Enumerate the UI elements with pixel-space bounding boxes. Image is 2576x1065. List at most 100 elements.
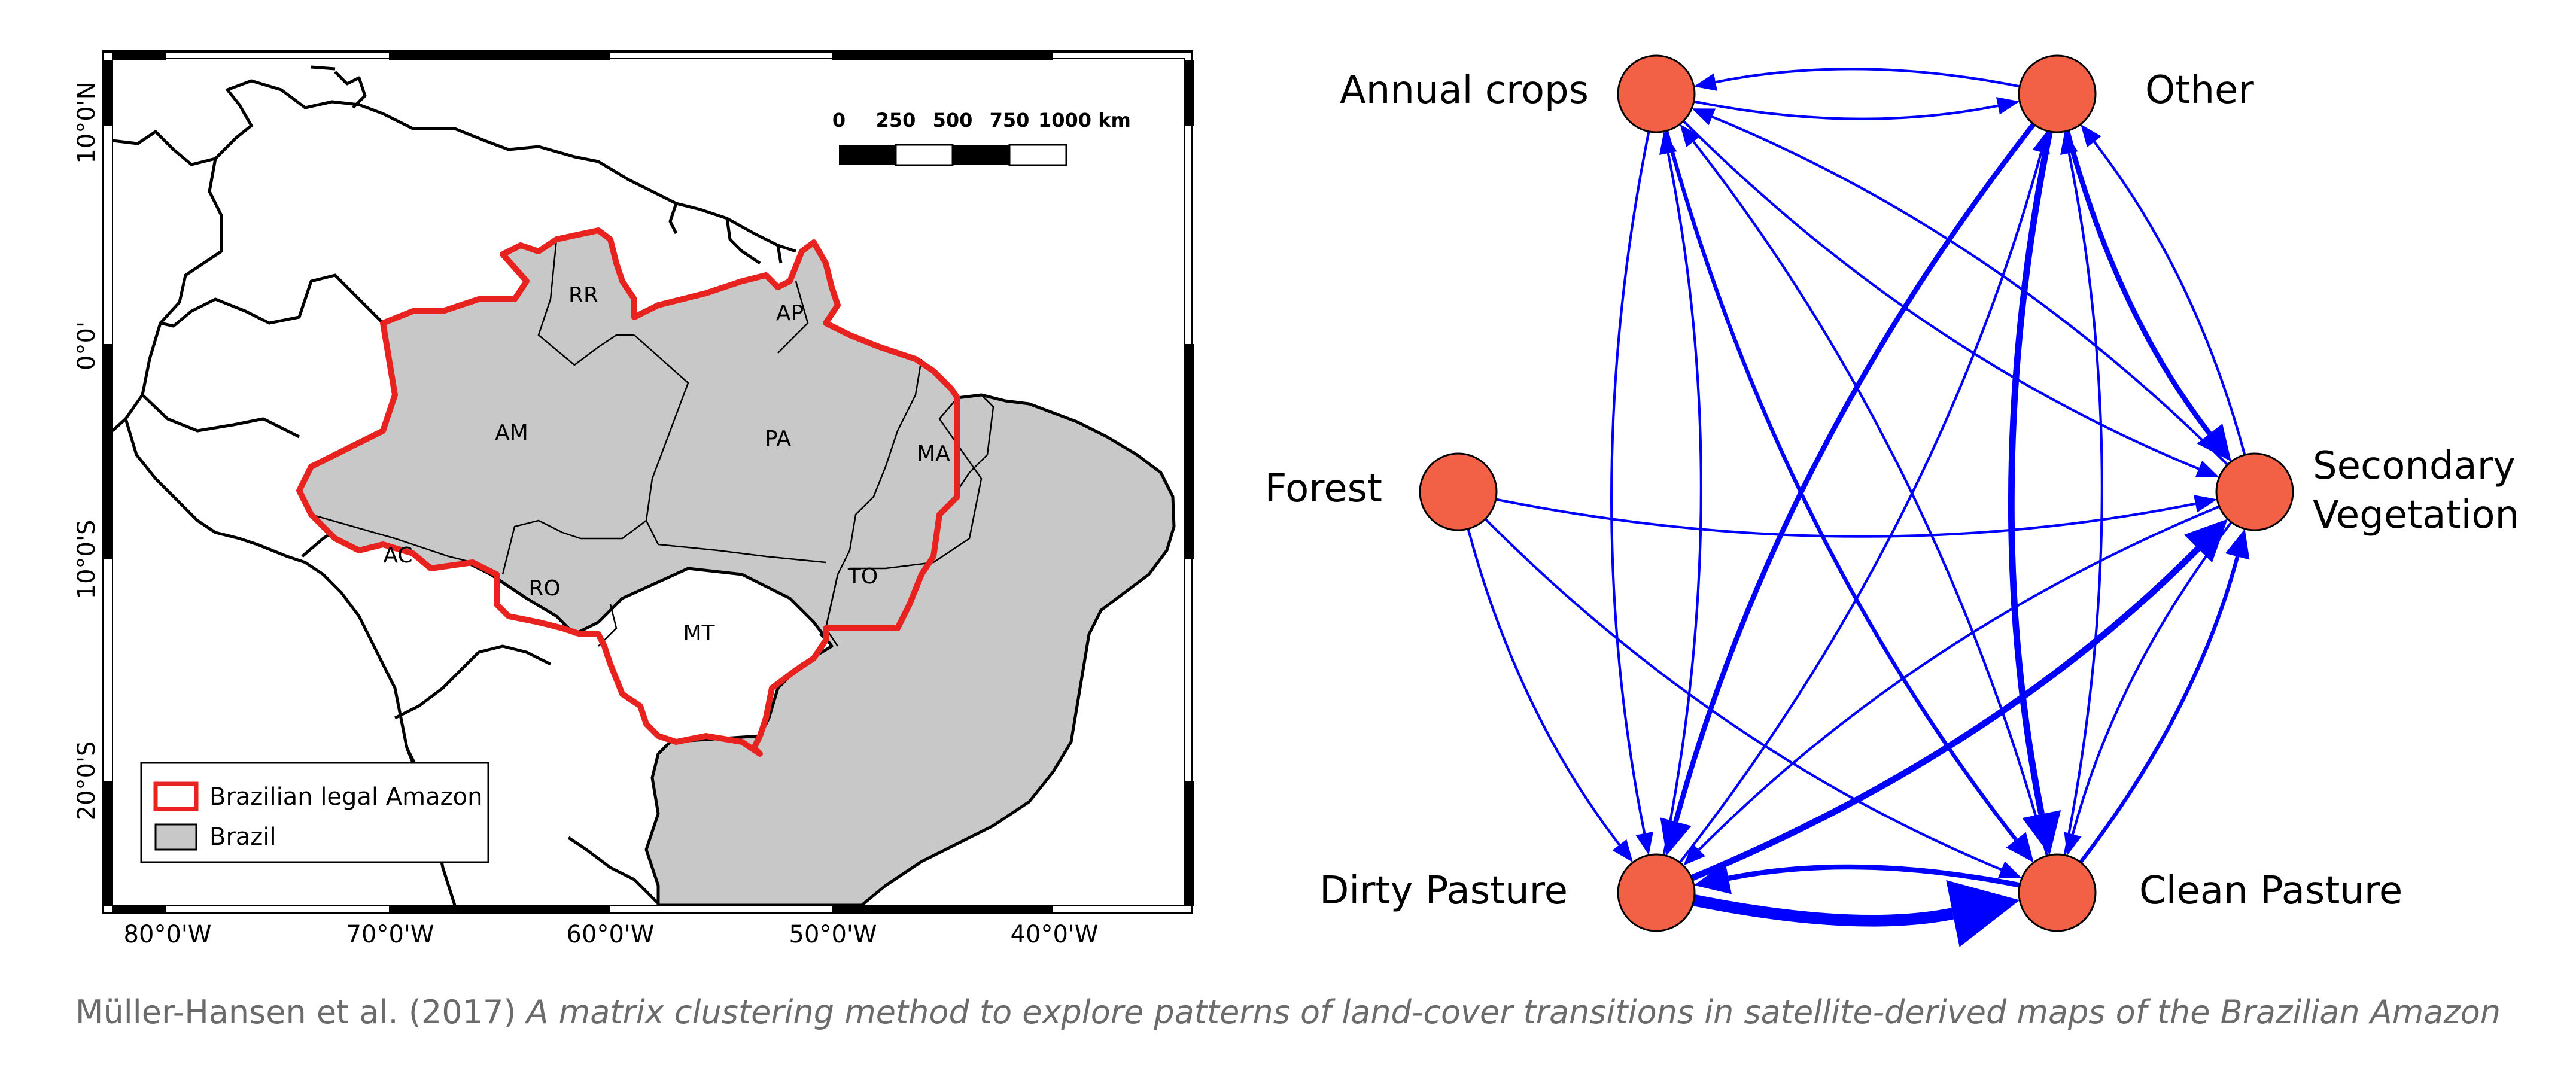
lon-label-60w: 60°0'W bbox=[567, 921, 655, 948]
state-labels: RR AP AM PA MA AC RO TO MT bbox=[383, 283, 950, 646]
state-label-rr: RR bbox=[568, 283, 598, 308]
node-label-clean: Clean Pasture bbox=[2139, 869, 2402, 913]
edge-annual-to-dirty bbox=[1610, 131, 1650, 834]
lat-label-0: 0°0' bbox=[73, 321, 101, 370]
node-dirty bbox=[1617, 853, 1696, 932]
arrowhead-other-to-dirty bbox=[1660, 817, 1692, 856]
edge-secondary-to-dirty bbox=[1698, 505, 2220, 851]
edge-dirty-to-secondary bbox=[1690, 546, 2201, 881]
node-label-line-dirty-0: Dirty Pasture bbox=[1319, 869, 1568, 913]
state-label-mt: MT bbox=[683, 621, 715, 646]
node-label-dirty: Dirty Pasture bbox=[1319, 869, 1568, 913]
scale-tick-500: 500 bbox=[933, 109, 973, 132]
figure-caption: Müller-Hansen et al. (2017) A matrix clu… bbox=[0, 993, 2576, 1031]
arrowhead-annual-to-clean bbox=[2006, 832, 2034, 863]
state-label-to: TO bbox=[847, 564, 878, 589]
arrowhead-other-to-clean bbox=[2022, 810, 2061, 856]
arrowhead-clean-to-secondary bbox=[2225, 528, 2250, 560]
scale-tick-1000km: 1000 km bbox=[1038, 109, 1131, 132]
south-america-outline bbox=[112, 65, 796, 905]
transition-network: Annual crops Other Forest Secondary Vegetati… bbox=[1265, 54, 2520, 947]
node-other bbox=[2018, 54, 2097, 133]
edge-dirty-to-other bbox=[1678, 151, 2043, 863]
scale-tick-250: 250 bbox=[876, 109, 916, 132]
arrowhead-forest-to-dirty bbox=[1612, 839, 1633, 863]
arrowhead-annual-to-dirty bbox=[1635, 832, 1653, 856]
longitude-labels: 80°0'W 70°0'W 60°0'W 50°0'W 40°0'W bbox=[124, 921, 1099, 948]
edge-clean-to-dirty bbox=[1728, 864, 2021, 888]
arrowhead-secondary-to-other bbox=[2081, 124, 2101, 148]
edge-clean-to-annual bbox=[1692, 141, 2049, 856]
arrowhead-clean-to-annual bbox=[1680, 124, 1701, 147]
edge-clean-to-other bbox=[2063, 153, 2103, 856]
legal-amazon-border bbox=[296, 227, 960, 757]
legend-swatch-amazon bbox=[153, 781, 199, 811]
caption-paper-title: A matrix clustering method to explore pa… bbox=[526, 993, 2501, 1031]
map-neatline bbox=[103, 51, 1194, 913]
edge-other-to-secondary bbox=[2064, 130, 2212, 436]
map-legend: Brazilian legal Amazon Brazil bbox=[140, 762, 489, 863]
edge-dirty-to-clean bbox=[1692, 894, 1954, 927]
lon-label-40w: 40°0'W bbox=[1011, 921, 1099, 948]
node-layer bbox=[1419, 54, 2294, 932]
arrowhead-other-to-annual bbox=[1693, 73, 1717, 91]
arrowhead-forest-to-clean bbox=[1997, 861, 2022, 878]
arrowhead-dirty-to-secondary bbox=[2184, 519, 2228, 563]
edge-clean-to-secondary bbox=[2079, 556, 2240, 864]
edge-other-to-clean bbox=[2008, 130, 2053, 815]
node-label-line-secondary-0: Secondary bbox=[2313, 444, 2516, 488]
lon-label-50w: 50°0'W bbox=[789, 921, 877, 948]
arrowhead-annual-to-secondary bbox=[2195, 460, 2219, 477]
scale-bar: 0 250 500 750 1000 km bbox=[832, 109, 1131, 166]
lat-label-10n: 10°0'N bbox=[73, 81, 101, 163]
state-label-ap: AP bbox=[776, 301, 804, 325]
arrowhead-secondary-to-clean bbox=[2064, 832, 2082, 856]
node-label-secondary: Secondary Vegetation bbox=[2313, 444, 2519, 537]
lat-label-10s: 10°0'S bbox=[73, 520, 101, 600]
edge-layer bbox=[1467, 68, 2250, 947]
arrowhead-forest-to-secondary bbox=[2194, 495, 2218, 513]
legend-label-amazon: Brazilian legal Amazon bbox=[209, 783, 482, 811]
state-label-ma: MA bbox=[917, 442, 950, 466]
arrowhead-clean-to-dirty bbox=[1693, 862, 1732, 894]
state-label-ac: AC bbox=[383, 543, 412, 568]
state-label-pa: PA bbox=[765, 427, 791, 451]
brazil-map: RR AP AM PA MA AC RO TO MT 0 250 500 750… bbox=[73, 50, 1194, 948]
node-forest bbox=[1419, 452, 1498, 531]
node-label-forest: Forest bbox=[1265, 467, 1382, 511]
arrowhead-annual-to-other bbox=[1996, 97, 2020, 115]
edge-forest-to-clean bbox=[1484, 518, 2002, 871]
edge-annual-to-secondary bbox=[1682, 120, 2200, 470]
scale-tick-0: 0 bbox=[832, 109, 846, 132]
edge-forest-to-dirty bbox=[1467, 528, 1621, 846]
node-label-line-annual-0: Annual crops bbox=[1340, 68, 1589, 112]
arrowhead-secondary-to-annual bbox=[1692, 108, 1716, 126]
edge-other-to-annual bbox=[1715, 68, 2020, 88]
edge-secondary-to-annual bbox=[1711, 115, 2229, 466]
edge-dirty-to-annual bbox=[1662, 153, 1702, 856]
node-annual bbox=[1617, 54, 1696, 133]
edge-annual-to-other bbox=[1693, 100, 1999, 120]
node-label-line-other-0: Other bbox=[2145, 68, 2254, 112]
node-label-line-forest-0: Forest bbox=[1265, 467, 1382, 511]
node-label-line-clean-0: Clean Pasture bbox=[2139, 869, 2402, 913]
node-secondary bbox=[2215, 452, 2294, 531]
legend-label-brazil: Brazil bbox=[209, 823, 276, 851]
edge-secondary-to-other bbox=[2093, 141, 2246, 455]
edge-other-to-dirty bbox=[1673, 122, 2036, 823]
node-clean bbox=[2018, 853, 2097, 932]
lon-label-70w: 70°0'W bbox=[346, 921, 434, 948]
latitude-labels: 10°0'N 0°0' 10°0'S 20°0'S bbox=[73, 81, 101, 820]
state-label-ro: RO bbox=[528, 576, 560, 601]
caption-citation: Müller-Hansen et al. (2017) bbox=[75, 993, 527, 1031]
edge-forest-to-secondary bbox=[1495, 498, 2196, 538]
arrowhead-dirty-to-clean bbox=[1946, 880, 2020, 947]
edge-secondary-to-clean bbox=[2071, 521, 2233, 835]
node-label-layer: Annual crops Other Forest Secondary Vegetati… bbox=[1265, 68, 2520, 913]
legend-swatch-brazil bbox=[154, 823, 197, 851]
lon-label-80w: 80°0'W bbox=[124, 921, 212, 948]
arrowhead-secondary-to-dirty bbox=[1683, 843, 1705, 866]
node-label-other: Other bbox=[2145, 68, 2254, 112]
node-label-annual: Annual crops bbox=[1340, 68, 1589, 112]
lat-label-20s: 20°0'S bbox=[73, 741, 101, 821]
